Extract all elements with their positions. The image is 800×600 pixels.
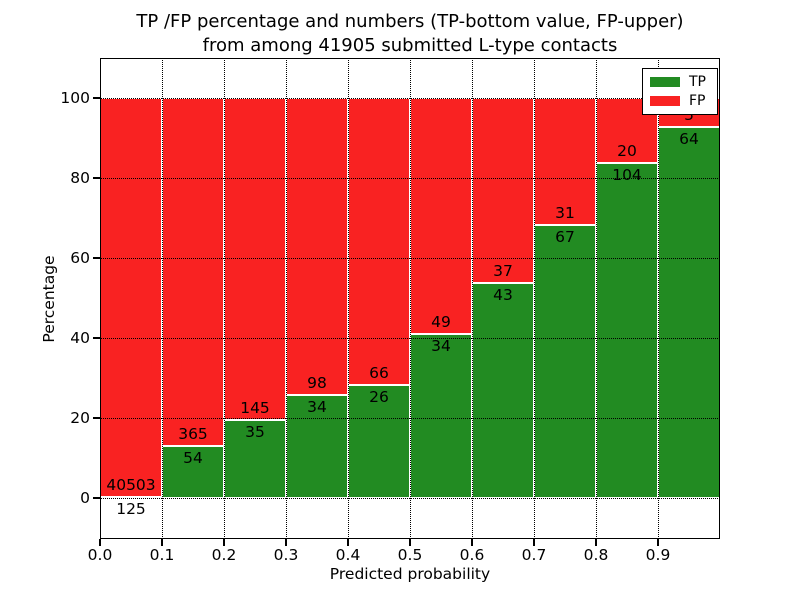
fp-color-swatch <box>650 96 680 106</box>
legend: TP FP <box>642 68 718 115</box>
x-tick-label: 0.9 <box>645 546 671 564</box>
fp-count-label: 49 <box>431 313 451 332</box>
fp-count-label: 98 <box>307 373 327 392</box>
tp-count-label: 104 <box>612 165 642 184</box>
tp-bar-segment <box>224 420 286 498</box>
fp-bar-segment <box>534 98 596 225</box>
chart-title: TP /FP percentage and numbers (TP-bottom… <box>10 10 800 58</box>
y-tick-mark <box>93 177 100 179</box>
y-tick-mark <box>93 257 100 259</box>
legend-item-tp: TP <box>650 75 710 89</box>
fp-count-label: 37 <box>493 262 513 280</box>
tp-bar-segment <box>658 126 720 498</box>
fp-bar-segment <box>286 98 348 395</box>
v-gridline <box>161 58 163 539</box>
tp-bar-segment <box>472 283 534 498</box>
fp-bar-segment <box>410 98 472 335</box>
tp-count-label: 26 <box>369 387 389 406</box>
v-gridline <box>347 58 349 539</box>
y-tick-label: 80 <box>70 168 90 187</box>
tp-count-label: 64 <box>679 129 699 148</box>
x-axis-label: Predicted probability <box>329 565 491 583</box>
x-tick-label: 0.3 <box>273 546 299 564</box>
x-tick-mark <box>657 539 659 546</box>
x-tick-mark <box>471 539 473 546</box>
v-gridline <box>595 58 597 539</box>
y-tick-label: 0 <box>80 488 90 507</box>
x-tick-mark <box>595 539 597 546</box>
x-tick-mark <box>99 539 101 546</box>
fp-bar-segment <box>348 98 410 385</box>
y-tick-mark <box>93 97 100 99</box>
fp-bar-segment <box>162 98 224 447</box>
fp-bar-segment <box>100 98 162 497</box>
y-tick-mark <box>93 337 100 339</box>
tp-bar-segment <box>410 334 472 498</box>
v-gridline <box>657 58 659 539</box>
fp-count-label: 66 <box>369 363 389 382</box>
v-gridline <box>285 58 287 539</box>
y-tick-label: 100 <box>60 88 90 107</box>
tp-count-label: 43 <box>493 286 513 304</box>
fp-count-label: 40503 <box>106 475 156 494</box>
fp-count-label: 365 <box>178 425 208 444</box>
fp-bar-segment <box>472 98 534 283</box>
tp-count-label: 67 <box>555 227 575 246</box>
v-gridline <box>409 58 411 539</box>
fp-bar-segment <box>224 98 286 421</box>
tp-bar-segment <box>534 224 596 498</box>
legend-label: FP <box>689 93 706 109</box>
tp-bar-segment <box>348 384 410 498</box>
x-tick-label: 0.8 <box>583 546 609 564</box>
legend-label: TP <box>689 74 706 90</box>
x-tick-label: 0.2 <box>211 546 237 564</box>
chart-title-line2: from among 41905 submitted L-type contac… <box>202 35 618 56</box>
x-tick-mark <box>285 539 287 546</box>
tp-bar-segment <box>596 162 658 498</box>
y-tick-mark <box>93 497 100 499</box>
fp-count-label: 31 <box>555 203 575 222</box>
chart-title-line1: TP /FP percentage and numbers (TP-bottom… <box>136 11 684 32</box>
fp-count-label: 145 <box>240 399 270 418</box>
v-gridline <box>471 58 473 539</box>
x-tick-label: 0.5 <box>397 546 423 564</box>
x-tick-mark <box>533 539 535 546</box>
x-tick-mark <box>161 539 163 546</box>
y-tick-label: 20 <box>70 408 90 427</box>
fp-count-label: 20 <box>617 141 637 160</box>
tp-count-label: 35 <box>245 423 265 442</box>
fp-count-label: 5 <box>684 106 694 124</box>
y-tick-label: 40 <box>70 328 90 347</box>
tp-count-label: 34 <box>431 337 451 356</box>
plot-area: 40503 125 365 54 145 35 98 34 66 26 49 34 37 43 31 67 20… <box>100 58 720 539</box>
x-tick-mark <box>347 539 349 546</box>
x-tick-mark <box>409 539 411 546</box>
x-tick-label: 0.0 <box>87 546 113 564</box>
v-gridline <box>533 58 535 539</box>
tp-color-swatch <box>650 77 680 87</box>
y-tick-label: 60 <box>70 248 90 267</box>
tp-count-label: 125 <box>116 499 146 518</box>
v-gridline <box>223 58 225 539</box>
tp-count-label: 54 <box>183 449 203 468</box>
legend-item-fp: FP <box>650 94 710 108</box>
x-tick-label: 0.6 <box>459 546 485 564</box>
x-tick-label: 0.7 <box>521 546 547 564</box>
x-tick-mark <box>223 539 225 546</box>
y-tick-mark <box>93 417 100 419</box>
tp-bar-segment <box>286 394 348 498</box>
x-tick-label: 0.4 <box>335 546 361 564</box>
x-tick-label: 0.1 <box>149 546 175 564</box>
tp-count-label: 34 <box>307 397 327 416</box>
